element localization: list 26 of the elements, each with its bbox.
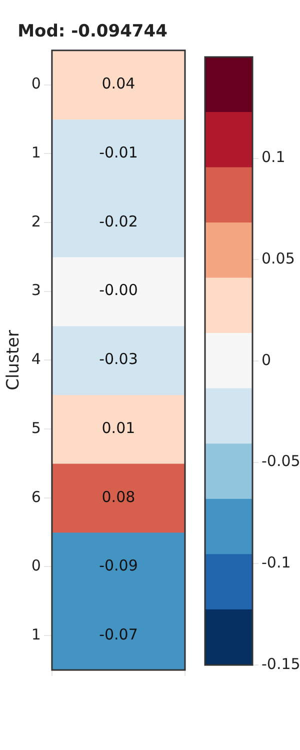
color-bar-label: 0 (262, 350, 272, 369)
chart-title: Mod: -0.094744 (18, 22, 168, 42)
y-tick-label: 4 (31, 350, 41, 368)
data-label: -0.09 (99, 556, 138, 575)
data-label: 0.04 (102, 74, 136, 93)
y-tick-label: 6 (31, 488, 41, 506)
color-bar-label: -0.15 (262, 654, 300, 673)
data-label: -0.03 (99, 350, 138, 368)
y-axis-title: Cluster (4, 330, 24, 390)
data-label: 0.01 (102, 418, 136, 437)
color-bar-label: 0.1 (262, 148, 286, 166)
y-tick-label: 1 (31, 144, 41, 162)
color-bar-label: 0.05 (262, 250, 295, 268)
y-tick-label: 3 (31, 281, 41, 300)
color-bar-label: -0.05 (262, 452, 300, 470)
y-tick-label: 1 (31, 625, 41, 644)
y-tick-label: 0 (31, 556, 41, 575)
data-label: -0.00 (99, 281, 138, 300)
y-tick-label: 5 (31, 418, 41, 437)
data-label: 0.08 (102, 488, 136, 506)
y-tick-label: 2 (31, 212, 41, 230)
y-tick-label: 0 (31, 74, 41, 93)
data-label: -0.02 (99, 212, 138, 230)
data-label: -0.07 (99, 625, 138, 644)
data-label: -0.01 (99, 144, 138, 162)
color-bar-label: -0.1 (262, 554, 291, 572)
